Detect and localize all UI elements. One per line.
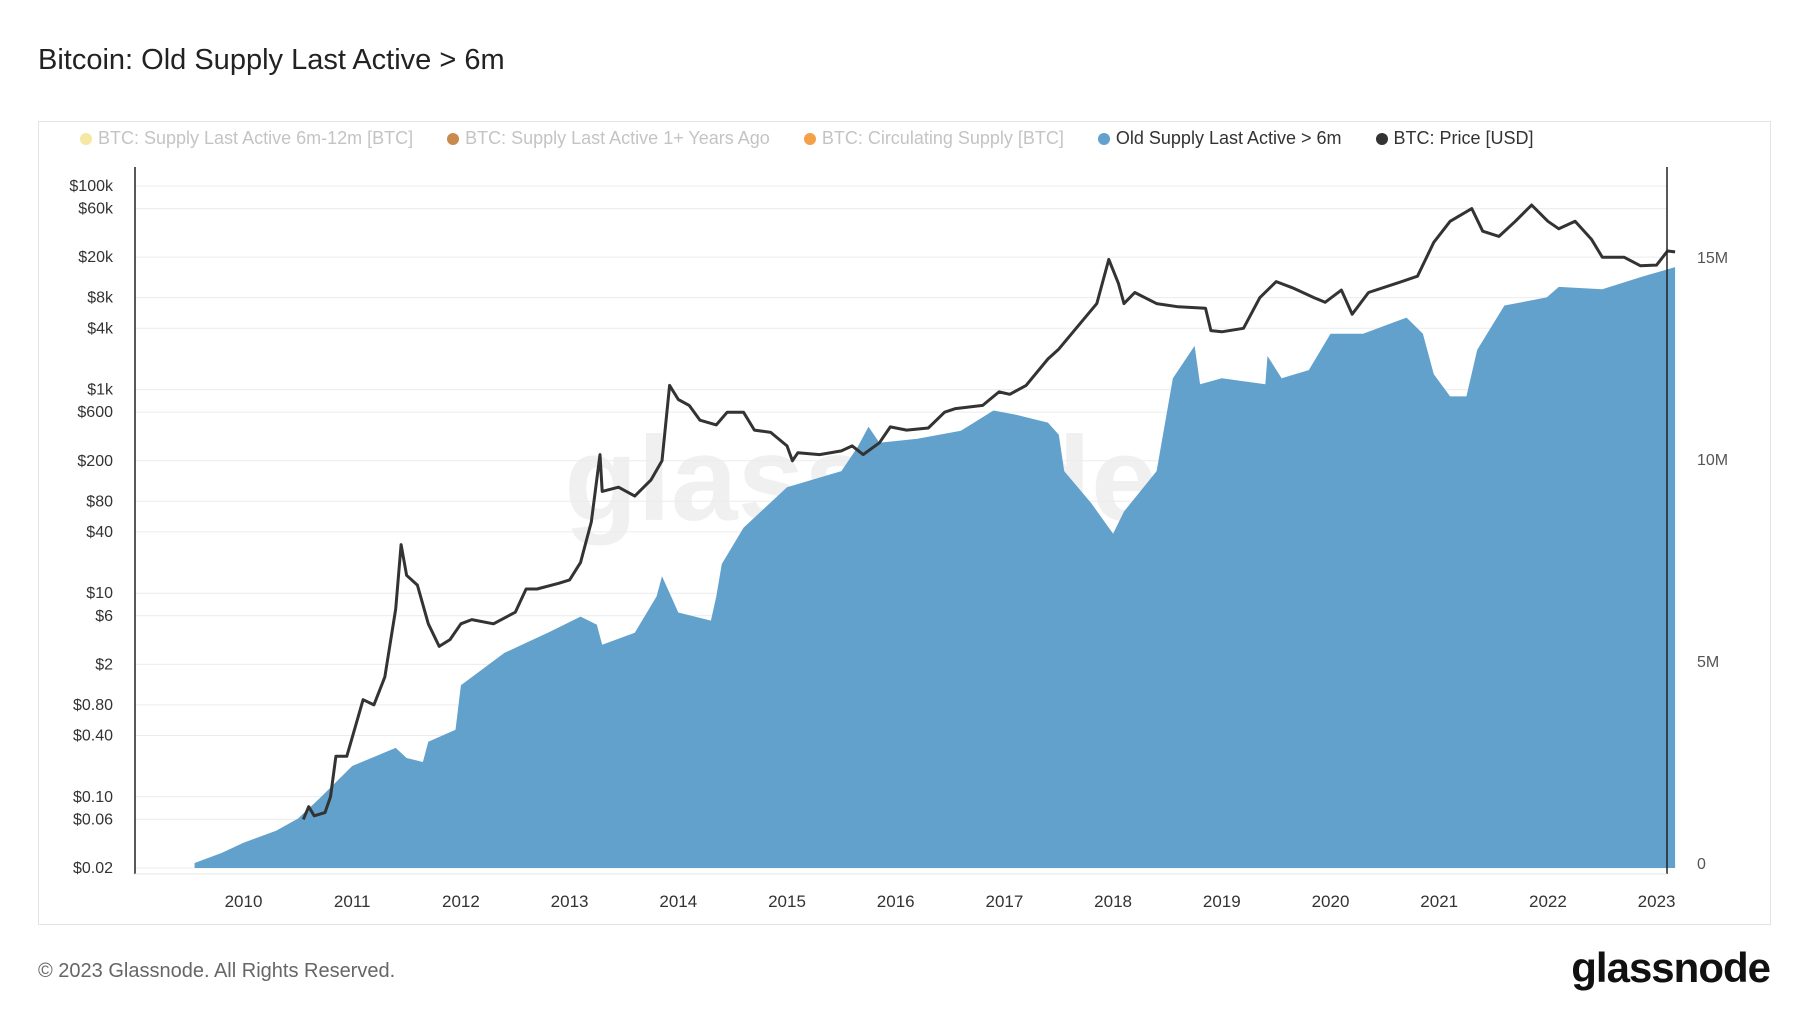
copyright: © 2023 Glassnode. All Rights Reserved. xyxy=(38,960,396,982)
chart-title: Bitcoin: Old Supply Last Active > 6m xyxy=(38,44,505,76)
x-tick-label: 2010 xyxy=(225,892,263,911)
left-tick-label: $0.40 xyxy=(73,728,113,745)
left-tick-label: $600 xyxy=(77,404,113,421)
x-tick-label: 2012 xyxy=(442,892,480,911)
legend-item[interactable]: BTC: Supply Last Active 6m-12m [BTC] xyxy=(80,128,413,149)
left-tick-label: $0.80 xyxy=(73,697,113,714)
left-tick-label: $6 xyxy=(95,608,113,625)
left-tick-label: $0.02 xyxy=(73,860,113,877)
x-tick-label: 2018 xyxy=(1094,892,1132,911)
legend-label: BTC: Price [USD] xyxy=(1393,128,1534,148)
x-tick-label: 2015 xyxy=(768,892,806,911)
right-tick-label: 10M xyxy=(1697,452,1728,469)
legend-label: BTC: Circulating Supply [BTC] xyxy=(821,128,1064,148)
x-tick-label: 2011 xyxy=(334,892,371,911)
left-tick-label: $0.06 xyxy=(73,811,113,828)
legend: BTC: Supply Last Active 6m-12m [BTC] BTC:… xyxy=(0,128,1800,149)
legend-label: BTC: Supply Last Active 1+ Years Ago xyxy=(465,128,770,148)
x-tick-label: 2014 xyxy=(659,892,697,911)
old-supply-area xyxy=(194,267,1676,869)
x-tick-label: 2020 xyxy=(1312,892,1350,911)
right-tick-label: 5M xyxy=(1697,654,1719,671)
legend-label: Old Supply Last Active > 6m xyxy=(1115,128,1342,148)
legend-dot-icon xyxy=(803,132,816,145)
left-tick-label: $40 xyxy=(86,524,113,541)
x-tick-label: 2019 xyxy=(1203,892,1241,911)
x-tick-label: 2023 xyxy=(1638,892,1676,911)
left-tick-label: $200 xyxy=(77,453,113,470)
legend-dot-icon xyxy=(1097,132,1110,145)
right-tick-label: 15M xyxy=(1697,250,1728,267)
left-tick-label: $1k xyxy=(87,382,114,399)
chart-panel xyxy=(38,121,1771,925)
legend-item[interactable]: BTC: Price [USD] xyxy=(1375,128,1534,149)
x-tick-label: 2017 xyxy=(985,892,1023,911)
x-tick-label: 2022 xyxy=(1529,892,1567,911)
legend-item[interactable]: Old Supply Last Active > 6m xyxy=(1097,128,1342,149)
x-tick-label: 2021 xyxy=(1420,892,1458,911)
left-tick-label: $10 xyxy=(86,585,113,602)
glassnode-logo: glassnode xyxy=(1571,944,1771,991)
left-tick-label: $100k xyxy=(69,178,114,195)
right-tick-label: 0 xyxy=(1697,856,1706,873)
legend-item[interactable]: BTC: Circulating Supply [BTC] xyxy=(803,128,1064,149)
left-tick-label: $80 xyxy=(86,493,113,510)
legend-label: BTC: Supply Last Active 6m-12m [BTC] xyxy=(98,128,414,148)
legend-item[interactable]: BTC: Supply Last Active 1+ Years Ago xyxy=(447,128,770,149)
x-tick-label: 2016 xyxy=(877,892,915,911)
legend-dot-icon xyxy=(80,132,92,145)
left-tick-label: $8k xyxy=(87,290,114,307)
left-tick-label: $60k xyxy=(78,201,114,218)
x-tick-label: 2013 xyxy=(551,892,589,911)
legend-dot-icon xyxy=(1375,132,1388,145)
price-line xyxy=(301,203,1676,820)
left-tick-label: $2 xyxy=(95,656,113,673)
left-tick-label: $4k xyxy=(87,320,114,337)
left-tick-label: $0.10 xyxy=(73,789,113,806)
left-tick-label: $20k xyxy=(78,249,114,266)
legend-dot-icon xyxy=(447,132,460,145)
